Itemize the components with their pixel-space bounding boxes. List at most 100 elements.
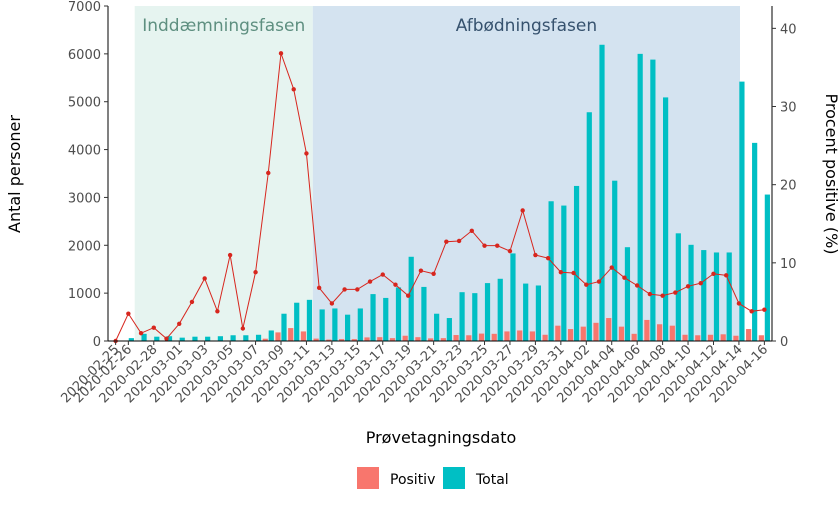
bar-total-2020-03-20: [421, 287, 426, 341]
percent-point-2020-04-14: [737, 301, 741, 305]
y-right-tick-label-20: 20: [780, 179, 797, 194]
bar-positive-2020-04-10: [682, 335, 687, 341]
percent-point-2020-03-29: [533, 253, 537, 257]
bar-total-2020-03-03: [205, 337, 210, 341]
bar-total-2020-04-02: [587, 112, 592, 341]
percent-point-2020-04-05: [622, 275, 626, 279]
y-left-tick-label-4000: 4000: [68, 144, 101, 159]
bar-total-2020-03-08: [269, 330, 274, 341]
bar-positive-2020-03-09: [275, 332, 280, 341]
percent-point-2020-03-30: [546, 256, 550, 260]
bar-total-2020-03-05: [231, 335, 236, 341]
bar-total-2020-03-23: [459, 292, 464, 341]
bar-total-2020-04-11: [701, 250, 706, 341]
percent-point-2020-04-15: [749, 309, 753, 313]
bar-total-2020-03-09: [281, 314, 286, 341]
percent-point-2020-03-04: [215, 309, 219, 313]
bar-total-2020-03-26: [498, 279, 503, 341]
percent-point-2020-02-27: [139, 331, 143, 335]
percent-point-2020-03-05: [228, 253, 232, 257]
percent-point-2020-03-15: [355, 287, 359, 291]
bar-total-2020-04-07: [650, 60, 655, 341]
percent-point-2020-04-03: [597, 279, 601, 283]
percent-point-2020-04-01: [571, 271, 575, 275]
percent-point-2020-03-23: [457, 239, 461, 243]
bar-total-2020-03-14: [345, 315, 350, 341]
bar-total-2020-03-25: [485, 283, 490, 341]
percent-point-2020-03-08: [266, 171, 270, 175]
percent-point-2020-04-04: [610, 265, 614, 269]
percent-point-2020-03-21: [431, 272, 435, 276]
bar-total-2020-03-12: [320, 309, 325, 341]
bar-total-2020-02-28: [154, 337, 159, 341]
y-left-tick-label-2000: 2000: [68, 239, 101, 254]
bar-positive-2020-03-27: [504, 331, 509, 341]
percent-point-2020-04-06: [635, 283, 639, 287]
percent-point-2020-04-07: [648, 292, 652, 296]
bar-total-2020-03-27: [510, 253, 515, 341]
bar-positive-2020-03-19: [403, 336, 408, 341]
legend-label-total: Total: [475, 472, 509, 488]
bar-positive-2020-04-09: [670, 326, 675, 341]
percent-point-2020-04-10: [686, 284, 690, 288]
bar-total-2020-03-07: [256, 335, 261, 341]
bar-total-2020-04-10: [688, 245, 693, 341]
bar-positive-2020-03-24: [466, 335, 471, 341]
bar-positive-2020-03-30: [543, 335, 548, 341]
bar-total-2020-03-29: [536, 285, 541, 341]
phase-label-1: Afbødningsfasen: [456, 16, 597, 36]
bar-total-2020-03-18: [396, 287, 401, 341]
percent-point-2020-03-25: [482, 243, 486, 247]
bar-total-2020-04-05: [625, 247, 630, 341]
percent-point-2020-03-01: [177, 322, 181, 326]
bar-total-2020-03-10: [294, 303, 299, 341]
percent-point-2020-03-26: [495, 243, 499, 247]
percent-point-2020-03-12: [317, 286, 321, 290]
percent-point-2020-04-11: [699, 281, 703, 285]
y-left-tick-label-5000: 5000: [68, 96, 101, 111]
bar-positive-2020-03-25: [479, 334, 484, 341]
bar-positive-2020-03-29: [530, 331, 535, 341]
y-left-tick-label-0: 0: [93, 335, 101, 350]
bar-positive-2020-04-14: [733, 336, 738, 341]
percent-point-2020-03-11: [304, 151, 308, 155]
bar-total-2020-04-03: [599, 45, 604, 341]
y-axis-right-title: Procent positive (%): [822, 93, 840, 254]
bar-total-2020-03-17: [383, 298, 388, 341]
percent-point-2020-03-03: [202, 276, 206, 280]
y-left-tick-label-3000: 3000: [68, 191, 101, 206]
bar-total-2020-03-22: [447, 318, 452, 341]
legend-label-positiv: Positiv: [390, 472, 435, 488]
legend-key-positiv: [357, 467, 379, 489]
bar-total-2020-04-16: [765, 195, 770, 341]
percent-point-2020-03-18: [393, 283, 397, 287]
bar-total-2020-04-13: [727, 252, 732, 341]
bar-positive-2020-03-28: [517, 330, 522, 341]
bar-positive-2020-03-11: [301, 331, 306, 341]
percent-point-2020-03-13: [330, 301, 334, 305]
bar-total-2020-03-13: [332, 308, 337, 341]
percent-point-2020-02-26: [126, 311, 130, 315]
bar-positive-2020-03-31: [555, 326, 560, 341]
percent-point-2020-03-16: [368, 279, 372, 283]
legend-key-total: [443, 467, 465, 489]
percent-point-2020-04-12: [711, 272, 715, 276]
bar-total-2020-04-09: [676, 233, 681, 341]
percent-point-2020-03-27: [508, 249, 512, 253]
percent-point-2020-03-09: [279, 51, 283, 55]
bar-positive-2020-03-23: [453, 335, 458, 341]
y-left-tick-label-1000: 1000: [68, 287, 101, 302]
bar-total-2020-03-19: [409, 257, 414, 341]
phase-region-0: [135, 6, 313, 341]
bar-total-2020-03-28: [523, 284, 528, 341]
bar-positive-2020-04-15: [746, 329, 751, 341]
bar-total-2020-03-04: [218, 336, 223, 341]
bar-total-2020-03-02: [192, 337, 197, 341]
bar-positive-2020-04-16: [759, 335, 764, 341]
y-left-tick-label-6000: 6000: [68, 48, 101, 63]
y-right-tick-label-40: 40: [780, 22, 797, 37]
y-right-tick-label-10: 10: [780, 257, 797, 272]
y-left-tick-label-7000: 7000: [68, 0, 101, 15]
